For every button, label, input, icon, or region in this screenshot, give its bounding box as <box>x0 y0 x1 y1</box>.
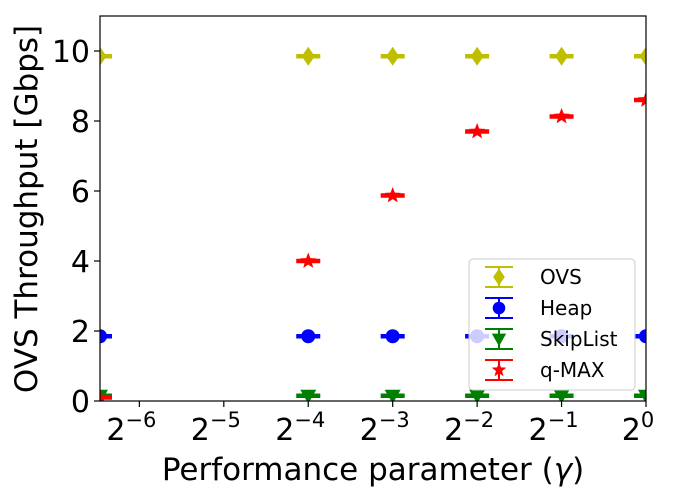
data-point-3-0 <box>100 389 109 401</box>
x-tick-exp-1: −5 <box>210 408 241 432</box>
legend: OVS Heap SkipList q-MAX <box>468 258 636 391</box>
data-point-3-3 <box>469 123 486 139</box>
data-point-2-4 <box>553 389 570 401</box>
x-tick-base-4: 2 <box>444 413 463 448</box>
data-point-2-2 <box>384 389 401 401</box>
x-tick-base-3: 2 <box>360 413 379 448</box>
data-point-2-1 <box>300 389 317 401</box>
x-tick-label-2: 2−4 <box>275 408 325 448</box>
x-tick-exp-3: −3 <box>379 408 410 432</box>
data-point-1-0 <box>100 329 107 344</box>
x-tick-exp-2: −4 <box>294 408 325 432</box>
data-point-2-3 <box>469 389 486 401</box>
x-axis-label: Performance parameter (γ) <box>162 452 584 488</box>
data-point-3-4 <box>553 107 570 124</box>
series-skiplist <box>100 389 646 401</box>
x-axis-label-suffix: ) <box>572 452 584 488</box>
data-point-3-1 <box>300 252 317 268</box>
legend-label-2: SkipList <box>540 327 618 351</box>
legend-box <box>468 258 636 391</box>
legend-handle-2 <box>485 328 513 350</box>
y-tick-label-1: 2 <box>71 315 90 350</box>
x-tick-exp-6: 0 <box>641 408 654 432</box>
series-ovs <box>100 46 646 66</box>
x-axis-label-symbol: γ <box>554 452 574 488</box>
legend-label-3: q-MAX <box>540 358 605 382</box>
series-q-max <box>100 91 646 401</box>
data-point-0-3 <box>470 46 484 66</box>
x-tick-base-6: 2 <box>622 413 641 448</box>
data-point-0-2 <box>386 46 400 66</box>
x-tick-base-0: 2 <box>106 413 125 448</box>
data-point-2-5 <box>638 389 646 401</box>
errorbar-3-5 <box>634 97 646 103</box>
x-tick-base-1: 2 <box>191 413 210 448</box>
data-point-0-5 <box>639 46 646 66</box>
x-tick-label-4: 2−2 <box>444 408 494 448</box>
x-tick-exp-0: −6 <box>125 408 156 432</box>
x-axis-label-prefix: Performance parameter ( <box>162 452 554 488</box>
legend-marker-2 <box>491 333 507 347</box>
data-point-3-5 <box>637 91 646 107</box>
legend-handle-3 <box>485 359 513 381</box>
data-point-1-2 <box>385 329 400 344</box>
data-point-3-2 <box>384 187 401 203</box>
legend-label-0: OVS <box>540 265 582 289</box>
x-tick-label-3: 2−3 <box>360 408 410 448</box>
x-tick-label-5: 2−1 <box>529 408 579 448</box>
errorbar-1-5 <box>634 334 646 339</box>
data-point-1-1 <box>301 329 316 344</box>
errorbar-1-0 <box>100 334 112 339</box>
errorbar-0-5 <box>634 54 646 59</box>
plot-frame <box>99 15 647 402</box>
legend-label-1: Heap <box>540 296 592 320</box>
x-tick-exp-4: −2 <box>463 408 494 432</box>
legend-marker-0 <box>493 268 505 286</box>
x-tick-base-5: 2 <box>529 413 548 448</box>
y-tick-label-3: 6 <box>71 175 90 210</box>
x-tick-label-0: 2−6 <box>106 408 156 448</box>
errorbar-2-5 <box>634 393 646 398</box>
errorbar-3-0 <box>100 395 112 400</box>
x-tick-label-6: 20 <box>622 408 654 448</box>
data-point-1-5 <box>639 329 646 344</box>
y-tick-label-0: 0 <box>71 385 90 420</box>
legend-handle-1 <box>485 297 513 319</box>
x-tick-base-2: 2 <box>275 413 294 448</box>
legend-marker-3 <box>491 362 507 377</box>
data-point-0-1 <box>301 46 315 66</box>
y-tick-label-5: 10 <box>52 35 90 70</box>
legend-handle-0 <box>485 266 513 288</box>
legend-marker-1 <box>492 301 506 315</box>
data-point-0-4 <box>555 46 569 66</box>
x-tick-exp-5: −1 <box>548 408 579 432</box>
y-tick-label-4: 8 <box>71 105 90 140</box>
errorbar-0-0 <box>100 54 112 59</box>
y-tick-label-2: 4 <box>71 245 90 280</box>
y-axis-label: OVS Throughput [Gbps] <box>9 25 45 393</box>
x-tick-label-1: 2−5 <box>191 408 241 448</box>
data-point-0-0 <box>100 46 107 66</box>
